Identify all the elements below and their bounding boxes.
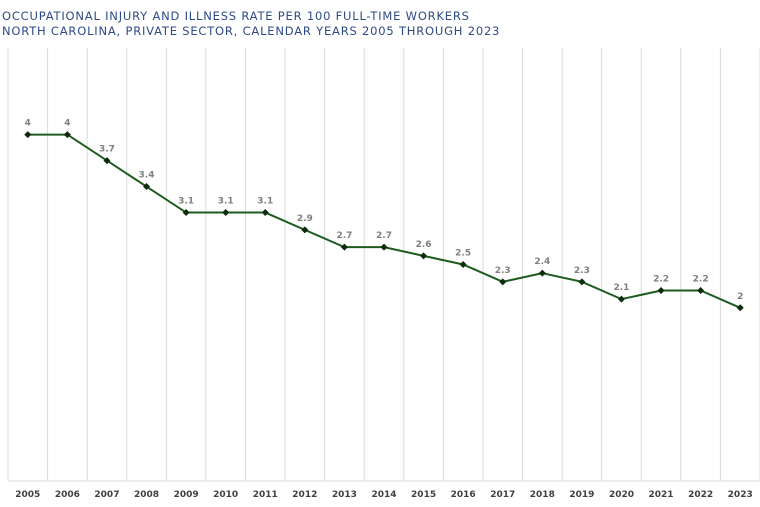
data-point-2013 bbox=[340, 243, 348, 251]
data-point-2021 bbox=[657, 286, 665, 294]
x-tick-2010: 2010 bbox=[213, 490, 238, 500]
data-label-2015: 2.6 bbox=[416, 240, 432, 250]
data-point-2020 bbox=[617, 295, 625, 303]
data-label-2022: 2.2 bbox=[693, 274, 709, 284]
x-tick-2006: 2006 bbox=[55, 490, 80, 500]
data-label-2011: 3.1 bbox=[257, 197, 273, 207]
data-label-2005: 4 bbox=[25, 119, 31, 129]
x-tick-2015: 2015 bbox=[411, 490, 436, 500]
data-point-2018 bbox=[538, 269, 546, 277]
data-label-2023: 2 bbox=[737, 292, 743, 302]
chart-subtitle: NORTH CAROLINA, PRIVATE SECTOR, CALENDAR… bbox=[2, 24, 501, 38]
data-label-2019: 2.3 bbox=[574, 266, 590, 276]
x-tick-2022: 2022 bbox=[688, 490, 713, 500]
x-tick-2019: 2019 bbox=[569, 490, 594, 500]
data-label-2018: 2.4 bbox=[534, 257, 550, 267]
x-tick-2008: 2008 bbox=[134, 490, 159, 500]
data-point-2016 bbox=[459, 261, 467, 268]
data-point-2017 bbox=[499, 278, 507, 286]
x-tick-2016: 2016 bbox=[451, 490, 476, 500]
x-tick-2005: 2005 bbox=[15, 490, 40, 500]
x-tick-2009: 2009 bbox=[174, 490, 199, 500]
data-point-2022 bbox=[697, 286, 705, 294]
data-point-2019 bbox=[578, 278, 586, 286]
data-label-2012: 2.9 bbox=[297, 214, 313, 224]
data-point-2015 bbox=[420, 252, 428, 260]
data-point-2012 bbox=[301, 226, 309, 234]
data-labels: 4 4 3.7 3.4 3.1 3.1 3.1 2.9 2.7 2.7 2.6 2.5 2.3 2.4 2.… bbox=[25, 119, 744, 302]
data-label-2020: 2.1 bbox=[613, 283, 629, 293]
x-tick-2014: 2014 bbox=[371, 490, 396, 500]
x-tick-2012: 2012 bbox=[292, 490, 317, 500]
data-point-2009 bbox=[182, 209, 190, 217]
data-label-2010: 3.1 bbox=[218, 197, 234, 207]
data-point-2014 bbox=[380, 243, 388, 251]
gridlines bbox=[7, 48, 760, 481]
data-point-2008 bbox=[143, 183, 151, 191]
data-point-2010 bbox=[222, 209, 230, 217]
x-tick-2023: 2023 bbox=[728, 490, 753, 500]
data-label-2021: 2.2 bbox=[653, 274, 669, 284]
x-tick-2017: 2017 bbox=[490, 490, 515, 500]
data-point-2011 bbox=[261, 209, 269, 217]
data-label-2006: 4 bbox=[64, 119, 70, 129]
series-line bbox=[27, 133, 741, 309]
x-tick-2011: 2011 bbox=[253, 490, 278, 500]
x-tick-2007: 2007 bbox=[94, 490, 119, 500]
x-tick-2013: 2013 bbox=[332, 490, 357, 500]
data-point-2005 bbox=[24, 131, 32, 139]
data-markers bbox=[24, 131, 744, 312]
x-axis-ticks: 2005 2006 2007 2008 2009 2010 2011 2012 2013 2014… bbox=[15, 490, 752, 500]
chart-title: OCCUPATIONAL INJURY AND ILLNESS RATE PER… bbox=[2, 9, 470, 23]
data-point-2006 bbox=[63, 131, 71, 139]
data-label-2014: 2.7 bbox=[376, 231, 392, 241]
data-label-2009: 3.1 bbox=[178, 197, 194, 207]
data-label-2017: 2.3 bbox=[495, 266, 511, 276]
data-point-2023 bbox=[736, 304, 744, 312]
data-label-2013: 2.7 bbox=[336, 231, 352, 241]
data-label-2008: 3.4 bbox=[139, 171, 155, 181]
x-tick-2020: 2020 bbox=[609, 490, 634, 500]
x-tick-2018: 2018 bbox=[530, 490, 555, 500]
data-label-2007: 3.7 bbox=[99, 145, 115, 155]
x-tick-2021: 2021 bbox=[649, 490, 674, 500]
chart-title-block: OCCUPATIONAL INJURY AND ILLNESS RATE PER… bbox=[2, 9, 500, 39]
data-point-2007 bbox=[103, 157, 111, 165]
data-label-2016: 2.5 bbox=[455, 249, 471, 259]
